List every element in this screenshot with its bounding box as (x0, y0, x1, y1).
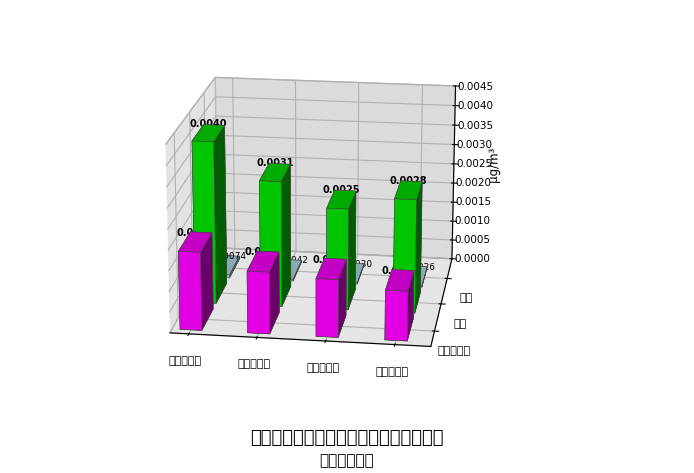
Text: 平成２４年度有害大気汚染物質年平均値: 平成２４年度有害大気汚染物質年平均値 (251, 429, 443, 447)
Text: （金属類２）: （金属類２） (320, 453, 374, 468)
